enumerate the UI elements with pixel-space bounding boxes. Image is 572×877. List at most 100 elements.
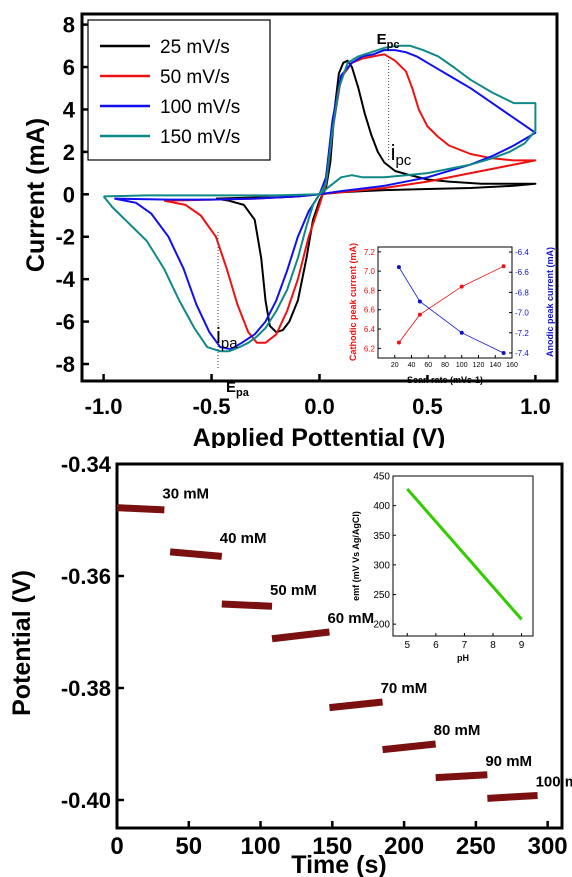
- inset-left-tick-label: 6.8: [364, 286, 376, 295]
- pt-segment-90-mM: [435, 771, 488, 782]
- inset-cathodic-line: [398, 265, 504, 343]
- inset-right-tick-label: -7.0: [515, 309, 529, 318]
- inset-cathodic-point: [417, 312, 422, 317]
- pt-segment-80-mM: [382, 740, 437, 754]
- cv-series-100: [114, 49, 537, 351]
- cv-y-tick-label: 4: [63, 97, 76, 122]
- cv-y-tick-label: -2: [55, 225, 75, 250]
- pt-y-tick-label: -0.40: [61, 788, 111, 813]
- cv-x-tick-label: 0.5: [412, 394, 443, 419]
- ph-inset-y-tick-label: 400: [373, 501, 390, 512]
- pt-concentration-label: 50 mM: [270, 582, 317, 599]
- ph-inset-line: [406, 488, 523, 621]
- inset-left-tick-label: 6.6: [364, 306, 376, 315]
- ph-inset-y-tick-label: 300: [373, 560, 390, 571]
- inset-x-tick-label: 80: [441, 362, 449, 369]
- pt-y-axis-label: Potential (V): [8, 570, 36, 716]
- cv-y-tick-label: 2: [63, 140, 75, 165]
- pt-y-tick-label: -0.36: [61, 564, 111, 589]
- cv-y-tick-label: -8: [55, 352, 75, 377]
- ph-inset-y-tick-label: 350: [373, 531, 390, 542]
- inset-x-tick-label: 60: [424, 362, 432, 369]
- pt-x-tick-label: 300: [528, 833, 568, 860]
- ph-inset-x-tick-label: 6: [433, 640, 439, 651]
- inset-cathodic-point: [396, 340, 401, 345]
- legend-label-25: 25 mV/s: [160, 37, 230, 58]
- inset-x-axis-label: Scan rate (mVs-1): [407, 375, 483, 385]
- ph-inset-y-tick-label: 450: [373, 472, 390, 483]
- legend-label-100: 100 mV/s: [160, 97, 240, 118]
- pt-x-tick-label: 250: [456, 833, 496, 860]
- pt-y-tick-label: -0.34: [61, 452, 112, 477]
- inset-x-tick-label: 100: [456, 362, 468, 369]
- pt-x-tick-label: 150: [312, 833, 352, 860]
- ipa-label: ipa: [216, 323, 238, 352]
- ipc-label: ipc: [391, 140, 412, 169]
- pt-concentration-label: 90 mM: [485, 753, 532, 770]
- pt-concentration-label: 70 mM: [381, 680, 428, 697]
- inset-left-axis-label: Cathodic peak current (mA): [348, 243, 358, 361]
- pt-x-tick-label: 0: [110, 833, 123, 860]
- inset-anodic-point: [501, 350, 506, 355]
- inset-anodic-point: [417, 299, 422, 304]
- inset-left-tick-label: 7.0: [364, 267, 376, 276]
- inset-right-tick-label: -7.4: [515, 349, 529, 358]
- cv-y-tick-label: 8: [63, 13, 75, 38]
- ph-inset-y-tick-label: 250: [373, 590, 390, 601]
- cv-y-tick-label: -4: [55, 267, 75, 292]
- legend-label-50: 50 mV/s: [160, 67, 230, 88]
- cv-series-150: [102, 44, 537, 353]
- cv-y-tick-label: 0: [63, 182, 75, 207]
- cv-x-axis-label: Applied Pottential (V): [193, 424, 446, 448]
- ph-inset: 5 6 7 8 9 200 250 300 350 400 450 pH emf (mV Vs Ag…: [351, 472, 534, 663]
- ph-inset-y-axis-label: emf (mV Vs Ag/AgCl): [351, 511, 361, 601]
- ph-inset-x-tick-label: 9: [519, 640, 525, 651]
- inset-left-tick-label: 6.2: [364, 344, 376, 353]
- pt-concentration-label: 60 mM: [327, 610, 374, 627]
- inset-right-axis-label: Anodic peak current (mA): [545, 247, 555, 357]
- inset-cathodic-point: [459, 284, 464, 289]
- ph-inset-x-tick-label: 8: [490, 640, 496, 651]
- cv-y-tick-label: -6: [55, 310, 75, 335]
- inset-anodic-line: [398, 266, 504, 354]
- cv-y-tick-label: 6: [63, 55, 75, 80]
- inset-left-tick-label: 6.4: [364, 325, 376, 334]
- inset-x-tick-label: 140: [489, 362, 501, 369]
- pt-segment-100-mM: [487, 792, 538, 802]
- epa-label: Epa: [226, 379, 250, 399]
- ph-inset-frame: [392, 475, 534, 637]
- cv-series-50: [163, 53, 537, 344]
- pt-segment-30-mM: [116, 504, 165, 514]
- inset-right-tick-label: -6.6: [515, 268, 529, 277]
- cv-legend: 25 mV/s 50 mV/s 100 mV/s 150 mV/s: [87, 19, 271, 161]
- ph-inset-y-tick-label: 200: [373, 620, 390, 631]
- inset-cathodic-point: [501, 264, 506, 269]
- potential-time-chart: 0 50 100 150 200 250 300 -0.34 -0.36 -0.38 -0.40 3…: [8, 452, 572, 877]
- pt-plot-frame: [115, 462, 564, 830]
- pt-x-axis-label: Time (s): [291, 851, 386, 877]
- pt-concentration-label: 100 mM: [536, 774, 572, 791]
- inset-left-tick-label: 7.2: [364, 248, 376, 257]
- inset-right-tick-label: -6.8: [515, 288, 529, 297]
- pt-x-tick-label: 200: [384, 833, 424, 860]
- inset-x-tick-label: 40: [408, 362, 416, 369]
- ph-inset-x-tick-label: 7: [462, 640, 468, 651]
- pt-x-tick-label: 100: [241, 833, 281, 860]
- pt-segment-70-mM: [329, 698, 383, 712]
- epc-label: Epc: [377, 31, 400, 51]
- scan-rate-inset: 20 40 60 80 100 120 140 160 6.2 6.4 6.6 6.8 7.0 7.2 -6…: [345, 232, 555, 385]
- inset-x-tick-label: 20: [391, 362, 399, 369]
- inset-x-tick-label: 120: [473, 362, 485, 369]
- pt-segment-50-mM: [221, 600, 273, 610]
- pt-x-tick-label: 50: [175, 833, 202, 860]
- pt-concentration-label: 40 mM: [220, 530, 267, 547]
- cv-x-tick-label: -0.5: [193, 394, 231, 419]
- pt-concentration-label: 80 mM: [434, 722, 481, 739]
- pt-y-tick-label: -0.38: [61, 676, 111, 701]
- inset-anodic-point: [459, 330, 464, 335]
- cv-x-tick-label: 0.0: [304, 394, 335, 419]
- inset-right-tick-label: -6.4: [515, 248, 529, 257]
- inset-x-tick-label: 160: [506, 362, 518, 369]
- pt-segment-40-mM: [169, 548, 223, 560]
